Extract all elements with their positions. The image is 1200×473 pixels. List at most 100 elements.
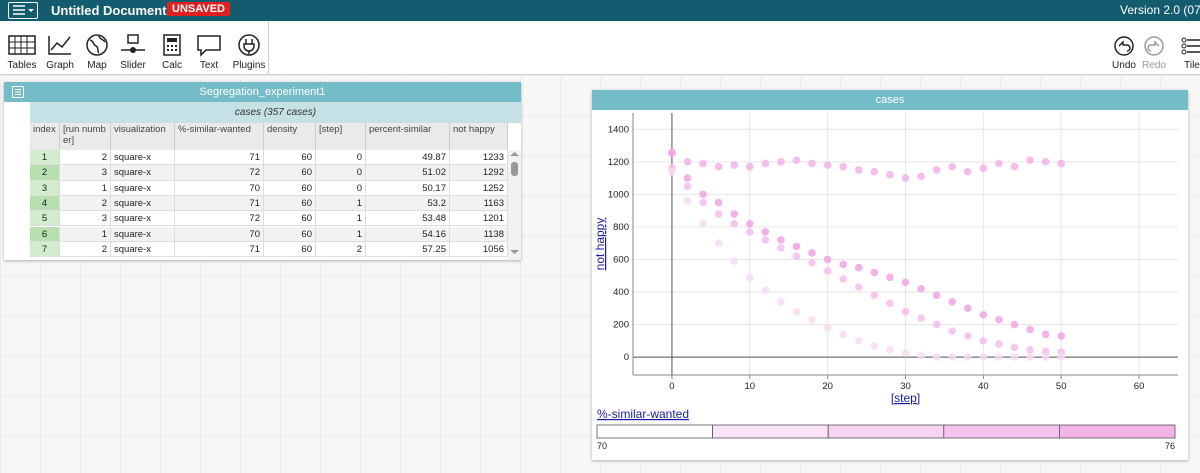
legend-swatch[interactable]	[712, 424, 829, 439]
data-point[interactable]	[714, 210, 723, 218]
data-point[interactable]	[699, 198, 707, 207]
data-point[interactable]	[683, 174, 692, 182]
tool-button[interactable]: Redo	[1140, 35, 1168, 71]
data-point[interactable]	[901, 278, 910, 287]
data-point[interactable]	[963, 167, 972, 176]
tool-button[interactable]: Slider	[114, 33, 152, 71]
data-point[interactable]	[777, 297, 785, 306]
data-point[interactable]	[854, 166, 863, 174]
data-point[interactable]	[995, 159, 1003, 168]
data-point[interactable]	[823, 267, 832, 275]
menu-button[interactable]	[8, 2, 38, 19]
data-point[interactable]	[870, 341, 879, 350]
data-point[interactable]	[683, 197, 692, 205]
data-point[interactable]	[745, 273, 754, 282]
data-point[interactable]	[870, 268, 879, 277]
data-point[interactable]	[683, 158, 692, 166]
data-point[interactable]	[714, 162, 723, 171]
data-point[interactable]	[995, 353, 1003, 361]
data-point[interactable]	[777, 158, 785, 166]
data-point[interactable]	[901, 349, 910, 357]
data-point[interactable]	[839, 330, 848, 339]
column-header[interactable]: visualization	[111, 123, 175, 150]
data-point[interactable]	[932, 353, 941, 361]
column-header[interactable]: %-similar-wanted	[175, 123, 264, 150]
data-point[interactable]	[948, 327, 957, 335]
data-point[interactable]	[745, 219, 754, 228]
data-point[interactable]	[1041, 347, 1050, 356]
data-point[interactable]	[1026, 325, 1034, 334]
data-point[interactable]	[1057, 159, 1066, 168]
data-point[interactable]	[979, 164, 988, 173]
data-point[interactable]	[792, 307, 801, 316]
legend-swatch[interactable]	[1058, 424, 1176, 439]
column-header[interactable]: not happy	[450, 123, 508, 150]
column-header[interactable]: density	[264, 123, 316, 150]
column-header[interactable]: index	[30, 123, 60, 150]
data-point[interactable]	[714, 239, 723, 247]
data-point[interactable]	[699, 159, 707, 168]
data-point[interactable]	[948, 162, 957, 171]
data-point[interactable]	[808, 315, 816, 324]
data-point[interactable]	[1026, 156, 1034, 164]
data-point[interactable]	[995, 340, 1003, 348]
data-point[interactable]	[668, 168, 676, 176]
data-point[interactable]	[854, 337, 863, 345]
data-point[interactable]	[823, 255, 832, 264]
tool-button[interactable]: Undo	[1110, 35, 1138, 71]
data-point[interactable]	[699, 190, 707, 199]
data-point[interactable]	[917, 172, 925, 181]
data-point[interactable]	[699, 219, 707, 228]
data-point[interactable]	[1041, 353, 1050, 361]
column-header[interactable]: [step]	[316, 123, 366, 150]
column-header[interactable]: [run number]	[60, 123, 111, 150]
data-point[interactable]	[854, 283, 863, 291]
data-point[interactable]	[886, 345, 894, 354]
data-point[interactable]	[1026, 353, 1034, 361]
data-point[interactable]	[932, 291, 941, 300]
data-point[interactable]	[1010, 343, 1019, 352]
legend-swatch[interactable]	[943, 424, 1060, 439]
data-point[interactable]	[1057, 332, 1066, 340]
data-point[interactable]	[777, 244, 785, 252]
data-point[interactable]	[932, 166, 941, 174]
data-point[interactable]	[870, 167, 879, 176]
data-point[interactable]	[995, 315, 1003, 324]
data-point[interactable]	[979, 310, 988, 319]
data-point[interactable]	[854, 263, 863, 272]
data-point[interactable]	[1057, 353, 1066, 361]
data-point[interactable]	[808, 249, 816, 257]
data-point[interactable]	[761, 236, 770, 244]
data-point[interactable]	[808, 159, 816, 168]
document-title[interactable]: Untitled Document	[51, 3, 167, 18]
legend-swatch[interactable]	[827, 424, 945, 439]
data-point[interactable]	[979, 353, 988, 361]
x-axis-label[interactable]: [step]	[891, 391, 920, 405]
data-point[interactable]	[839, 275, 848, 283]
data-point[interactable]	[823, 324, 832, 332]
data-point[interactable]	[839, 162, 848, 171]
data-point[interactable]	[808, 258, 816, 267]
data-point[interactable]	[683, 182, 692, 191]
data-point[interactable]	[917, 284, 925, 293]
data-point[interactable]	[761, 286, 770, 295]
data-point[interactable]	[948, 297, 957, 306]
data-point[interactable]	[792, 252, 801, 261]
data-point[interactable]	[714, 198, 723, 207]
data-point[interactable]	[730, 210, 739, 218]
data-point[interactable]	[1041, 330, 1050, 339]
data-point[interactable]	[886, 171, 894, 179]
data-point[interactable]	[886, 273, 894, 282]
graph-title[interactable]: cases	[592, 90, 1188, 110]
data-point[interactable]	[1010, 320, 1019, 329]
data-point[interactable]	[761, 159, 770, 168]
data-point[interactable]	[777, 236, 785, 244]
data-point[interactable]	[668, 149, 676, 158]
tool-button[interactable]: Map	[78, 33, 116, 71]
data-point[interactable]	[1010, 353, 1019, 361]
tool-button[interactable]: Tile	[1178, 35, 1200, 71]
tool-button[interactable]: Plugins	[228, 33, 270, 71]
data-point[interactable]	[917, 351, 925, 360]
tool-button[interactable]: Calc	[153, 33, 191, 71]
data-point[interactable]	[792, 242, 801, 251]
